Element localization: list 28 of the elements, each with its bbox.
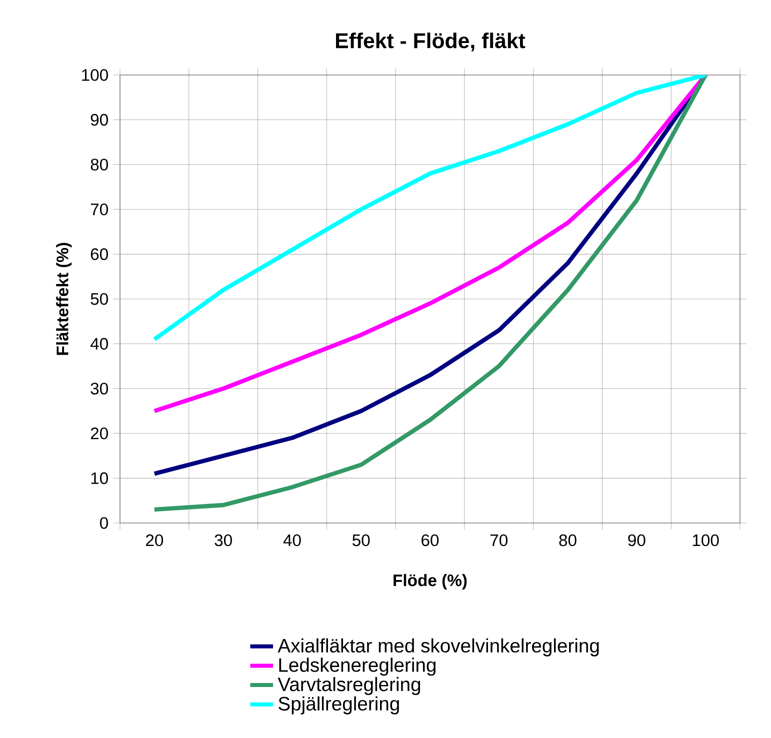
- y-tick-label: 80: [90, 158, 108, 170]
- x-tick-label: 80: [559, 534, 576, 546]
- y-tick-label: 100: [82, 69, 108, 81]
- y-axis-title: Fläkteffekt (%): [56, 242, 72, 355]
- x-tick-label: 30: [214, 534, 232, 546]
- y-tick-label: 60: [90, 248, 108, 260]
- line-series: [152, 74, 708, 342]
- legend-label: Ledskenereglering: [279, 658, 436, 676]
- y-tick-label: 40: [90, 338, 108, 350]
- x-tick-label: 40: [283, 534, 301, 546]
- legend-label: Spjällreglering: [278, 696, 399, 714]
- y-tick-label: 10: [91, 472, 108, 484]
- x-tick-label: 20: [146, 534, 164, 546]
- chart-title: Effekt - Flöde, fläkt: [336, 32, 526, 52]
- x-tick-label: 70: [490, 534, 508, 546]
- y-tick-label: 90: [90, 114, 108, 126]
- y-tick-label: 50: [90, 293, 108, 305]
- y-tick-label: 0: [100, 517, 108, 529]
- x-tick-label: 50: [352, 534, 370, 546]
- legend-label: Axialfläktar med skovelvinkelreglering: [278, 638, 599, 656]
- y-tick-label: 30: [90, 382, 108, 394]
- y-tick-label: 70: [90, 204, 108, 216]
- y-tick-label: 20: [90, 428, 108, 440]
- legend-label: Varvtalsreglering: [278, 677, 420, 696]
- x-tick-label: 60: [422, 534, 439, 546]
- x-tick-label: 100: [692, 534, 719, 546]
- x-axis-title: Flöde (%): [394, 574, 467, 590]
- x-tick-label: 90: [628, 534, 646, 546]
